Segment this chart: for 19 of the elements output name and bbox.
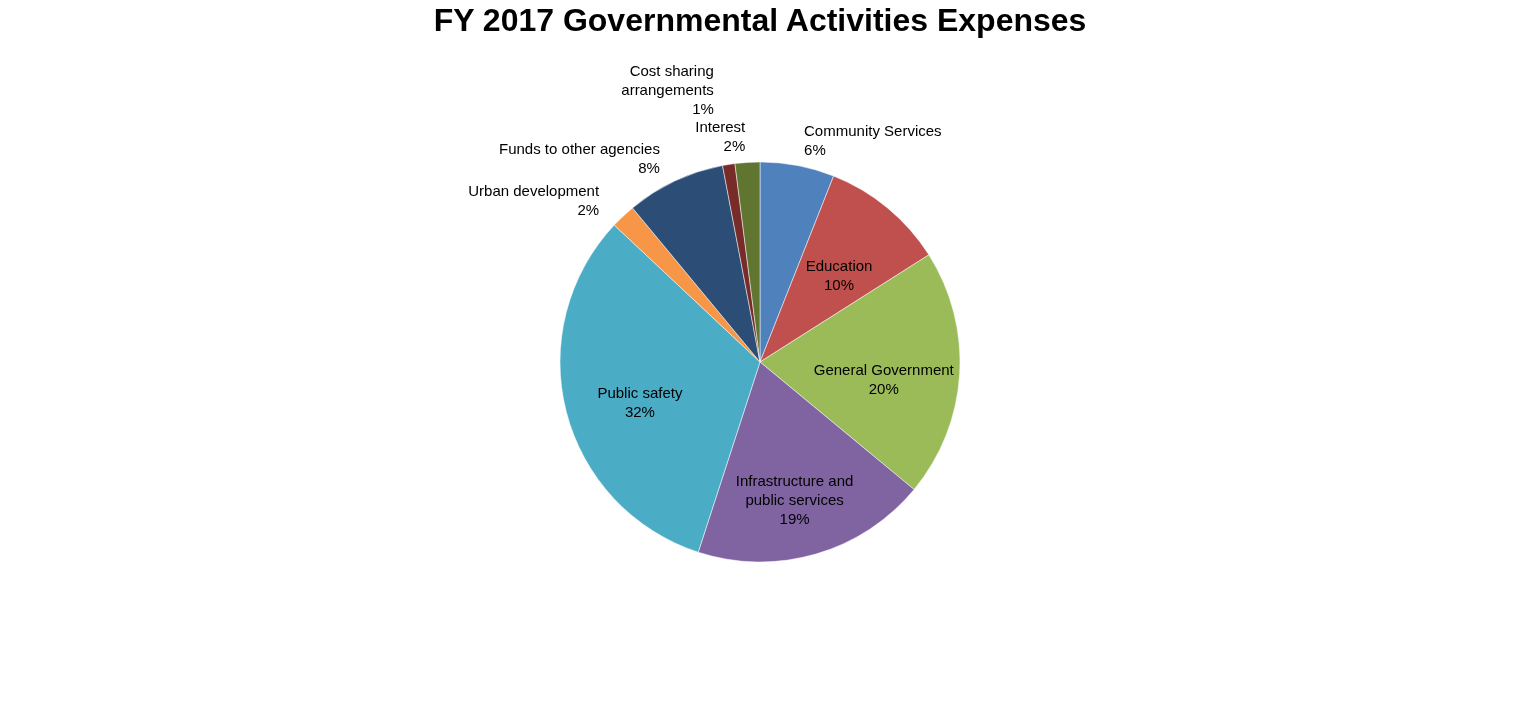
slice-label: Interest — [695, 118, 747, 136]
slice-label: Public safety — [597, 383, 683, 401]
data-label: 32% — [624, 402, 655, 420]
data-label: 19% — [779, 510, 810, 528]
slice-label: Funds to other agencies — [499, 140, 660, 158]
data-label: 1% — [692, 99, 714, 117]
slice-label: Cost sharing arrangements — [621, 61, 714, 98]
slice-label: Urban development — [468, 181, 600, 199]
chart-title: FY 2017 Governmental Activities Expenses — [433, 2, 1087, 38]
slice-label: Infrastructure and public services — [735, 472, 854, 509]
data-label: 2% — [723, 137, 746, 155]
slice-label: General Government — [813, 360, 955, 378]
slice-label: Education — [805, 257, 873, 275]
data-label: 2% — [577, 200, 600, 218]
data-label: 10% — [824, 276, 855, 294]
slice-label: Community Services — [804, 122, 942, 140]
data-label: 6% — [804, 141, 826, 159]
data-label: 20% — [868, 379, 899, 397]
data-label: 8% — [638, 159, 660, 177]
